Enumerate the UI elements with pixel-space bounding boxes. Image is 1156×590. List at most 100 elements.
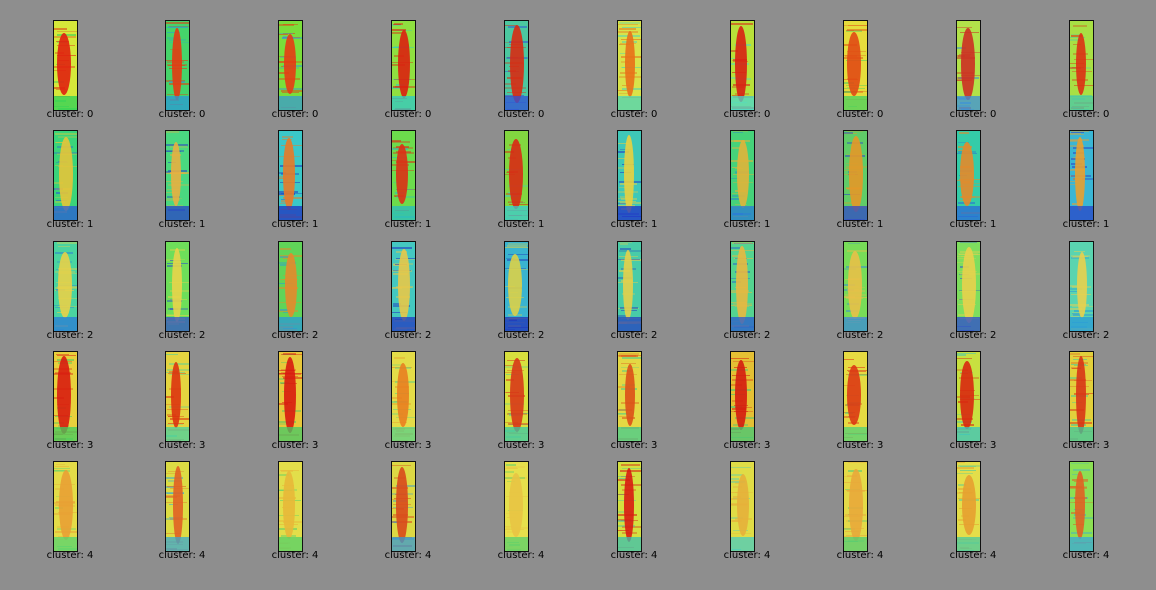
cluster-caption: cluster: 0 (271, 109, 319, 120)
spectrogram-image (730, 130, 755, 221)
spectrogram-image (165, 20, 190, 111)
spectrogram-image (53, 351, 78, 442)
cluster-caption: cluster: 2 (497, 330, 545, 341)
spectrogram-thumbnail (1056, 20, 1112, 111)
cluster-caption: cluster: 3 (723, 440, 771, 451)
spectrogram-thumbnail (604, 241, 660, 332)
cluster-caption: cluster: 2 (610, 330, 658, 341)
spectrogram-image (617, 20, 642, 111)
cluster-caption: cluster: 2 (46, 330, 94, 341)
spectrogram-image (843, 241, 868, 332)
spectrogram-thumbnail (491, 461, 547, 552)
cluster-caption: cluster: 0 (158, 109, 206, 120)
spectrogram-image (165, 130, 190, 221)
spectrogram-thumbnail (265, 351, 321, 442)
spectrogram-thumbnail (265, 130, 321, 221)
cluster-caption: cluster: 3 (949, 440, 997, 451)
spectrogram-image (391, 351, 416, 442)
spectrogram-thumbnail (943, 461, 999, 552)
cluster-caption: cluster: 3 (610, 440, 658, 451)
spectrogram-thumbnail (604, 351, 660, 442)
spectrogram-thumbnail (491, 351, 547, 442)
spectrogram-image (504, 130, 529, 221)
cluster-caption: cluster: 0 (610, 109, 658, 120)
spectrogram-image (278, 130, 303, 221)
spectrogram-image (956, 241, 981, 332)
cluster-caption: cluster: 4 (949, 550, 997, 561)
spectrogram-image (278, 351, 303, 442)
spectrogram-thumbnail (717, 20, 773, 111)
spectrogram-image (1069, 130, 1094, 221)
cluster-caption: cluster: 1 (723, 219, 771, 230)
spectrogram-image (956, 461, 981, 552)
cluster-caption: cluster: 3 (1062, 440, 1110, 451)
cluster-caption: cluster: 0 (384, 109, 432, 120)
cluster-caption: cluster: 3 (271, 440, 319, 451)
spectrogram-image (617, 130, 642, 221)
spectrogram-image (956, 20, 981, 111)
spectrogram-image (504, 20, 529, 111)
spectrogram-image (165, 241, 190, 332)
spectrogram-image (504, 241, 529, 332)
cluster-caption: cluster: 4 (1062, 550, 1110, 561)
spectrogram-image (391, 130, 416, 221)
spectrogram-thumbnail (717, 130, 773, 221)
cluster-caption: cluster: 4 (271, 550, 319, 561)
spectrogram-thumbnail (604, 20, 660, 111)
cluster-caption: cluster: 3 (497, 440, 545, 451)
cluster-caption: cluster: 2 (949, 330, 997, 341)
cluster-caption: cluster: 4 (158, 550, 206, 561)
cluster-caption: cluster: 4 (384, 550, 432, 561)
spectrogram-thumbnail (604, 461, 660, 552)
cluster-caption: cluster: 0 (1062, 109, 1110, 120)
spectrogram-image (53, 461, 78, 552)
spectrogram-image (617, 241, 642, 332)
cluster-caption: cluster: 2 (158, 330, 206, 341)
cluster-caption: cluster: 4 (723, 550, 771, 561)
cluster-caption: cluster: 1 (384, 219, 432, 230)
spectrogram-image (53, 241, 78, 332)
spectrogram-image (504, 461, 529, 552)
spectrogram-image (617, 461, 642, 552)
spectrogram-image (1069, 241, 1094, 332)
cluster-caption: cluster: 3 (384, 440, 432, 451)
spectrogram-thumbnail (152, 241, 208, 332)
spectrogram-thumbnail (40, 241, 96, 332)
cluster-caption: cluster: 1 (158, 219, 206, 230)
spectrogram-thumbnail (604, 130, 660, 221)
spectrogram-image (391, 461, 416, 552)
spectrogram-thumbnail (943, 241, 999, 332)
spectrogram-image (504, 351, 529, 442)
spectrogram-thumbnail (943, 20, 999, 111)
spectrogram-thumbnail (491, 130, 547, 221)
cluster-caption: cluster: 2 (836, 330, 884, 341)
cluster-caption: cluster: 4 (497, 550, 545, 561)
cluster-caption: cluster: 1 (1062, 219, 1110, 230)
spectrogram-image (956, 130, 981, 221)
spectrogram-thumbnail (717, 351, 773, 442)
spectrogram-image (1069, 461, 1094, 552)
spectrogram-thumbnail (40, 20, 96, 111)
cluster-caption: cluster: 0 (723, 109, 771, 120)
cluster-caption: cluster: 4 (46, 550, 94, 561)
spectrogram-thumbnail (378, 351, 434, 442)
cluster-caption: cluster: 3 (836, 440, 884, 451)
spectrogram-thumbnail (265, 241, 321, 332)
spectrogram-image (53, 130, 78, 221)
spectrogram-thumbnail (152, 130, 208, 221)
cluster-caption: cluster: 0 (836, 109, 884, 120)
cluster-caption: cluster: 1 (46, 219, 94, 230)
spectrogram-thumbnail (830, 130, 886, 221)
spectrogram-image (843, 461, 868, 552)
spectrogram-image (730, 20, 755, 111)
spectrogram-image (843, 351, 868, 442)
spectrogram-thumbnail (40, 461, 96, 552)
spectrogram-thumbnail (717, 461, 773, 552)
spectrogram-image (278, 241, 303, 332)
spectrogram-image (956, 351, 981, 442)
spectrogram-image (617, 351, 642, 442)
cluster-caption: cluster: 2 (271, 330, 319, 341)
spectrogram-thumbnail (378, 20, 434, 111)
spectrogram-thumbnail (152, 351, 208, 442)
